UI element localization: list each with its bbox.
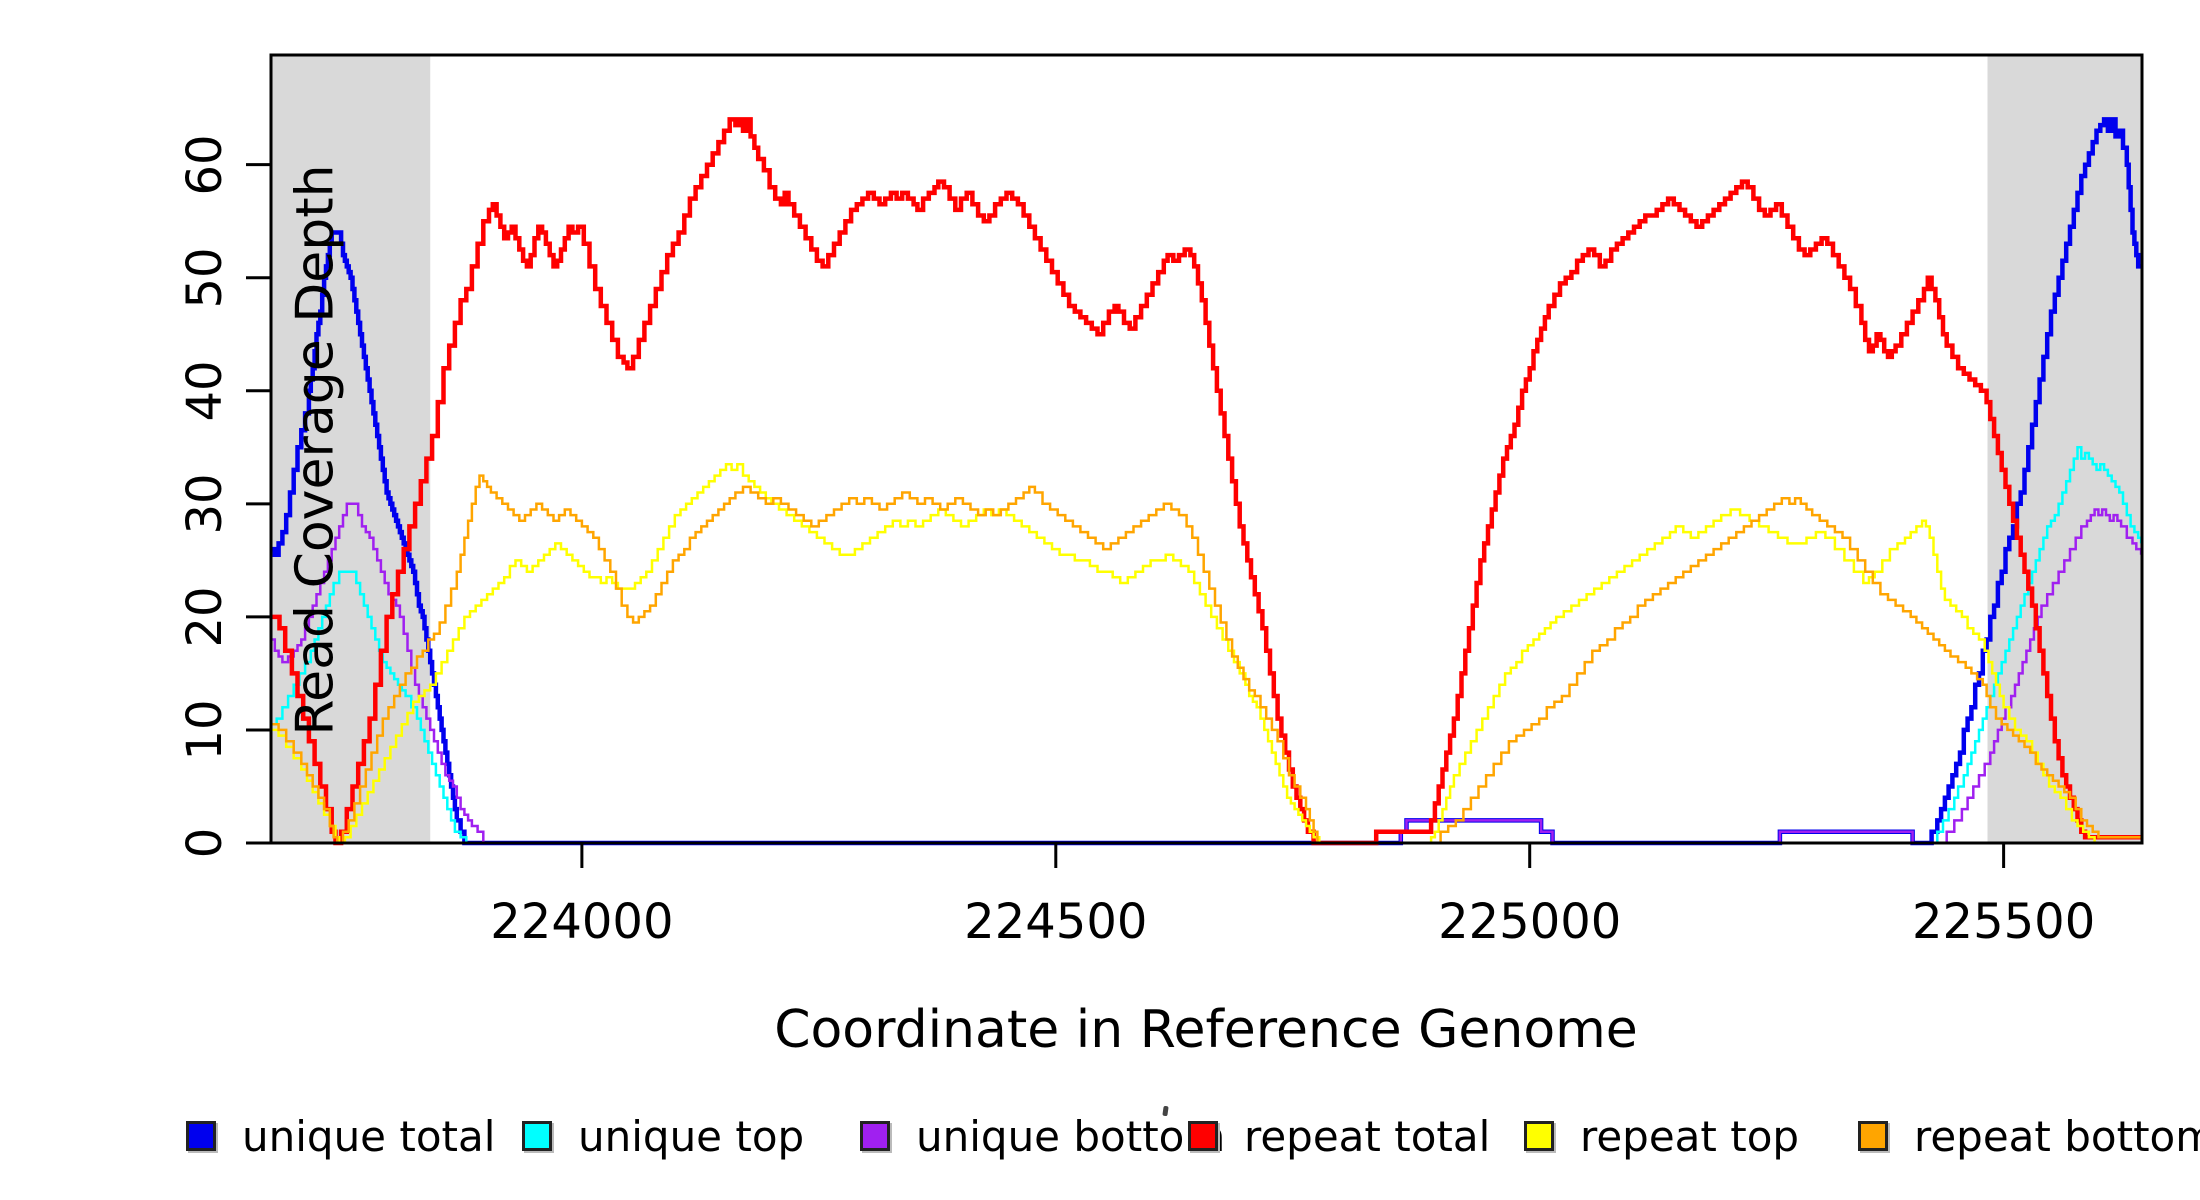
y-tick-label: 40 [177,360,233,422]
series-repeat-top [271,463,2142,845]
y-tick-label: 50 [177,247,233,309]
x-axis-title: Coordinate in Reference Genome [774,1000,1638,1060]
legend-item-unique-total: unique total [186,1108,495,1164]
unique-top-swatch-icon [522,1121,552,1151]
legend-item-repeat-bottom: repeat bottom [1858,1108,2200,1164]
repeat-top-swatch-icon [1524,1121,1554,1151]
legend-item-unique-bottom: unique bottom [860,1108,1225,1164]
x-tick-label: 225500 [1911,894,2096,950]
legend-label: repeat total [1244,1111,1491,1161]
plot-frame [269,53,2144,845]
series-unique-total [271,117,2142,846]
unique-total-swatch-icon [186,1121,216,1151]
legend-label: unique bottom [916,1111,1226,1161]
y-tick-label: 30 [177,473,233,535]
repeat-total-swatch-icon [1188,1121,1218,1151]
series-repeat-bottom [271,474,2142,845]
legend-label: unique total [242,1111,496,1161]
legend-label: unique top [578,1111,805,1161]
legend-label: repeat top [1580,1111,1800,1161]
y-tick-label: 10 [177,699,233,761]
legend-item-repeat-total: repeat total [1188,1108,1490,1164]
y-tick-label: 0 [177,827,233,859]
legend-item-repeat-top: repeat top [1524,1108,1799,1164]
unique-bottom-swatch-icon [860,1121,890,1151]
legend-item-unique-top: unique top [522,1108,804,1164]
series-unique-top [271,446,2143,845]
y-axis-title: Read Coverage Depth [285,164,346,736]
y-tick-label: 20 [177,586,233,648]
shaded-flank-region [1987,55,2142,843]
chart-legend: unique total unique top unique bottom re… [0,1108,2200,1168]
x-tick-label: 225000 [1438,894,1622,950]
series-repeat-total [271,117,2142,846]
repeat-bottom-swatch-icon [1858,1121,1888,1151]
x-tick-label: 224500 [964,894,1148,950]
x-tick-label: 224000 [490,894,674,950]
series-unique-bottom [271,502,2143,845]
legend-label: repeat bottom [1914,1111,2200,1161]
y-tick-label: 60 [177,134,233,196]
